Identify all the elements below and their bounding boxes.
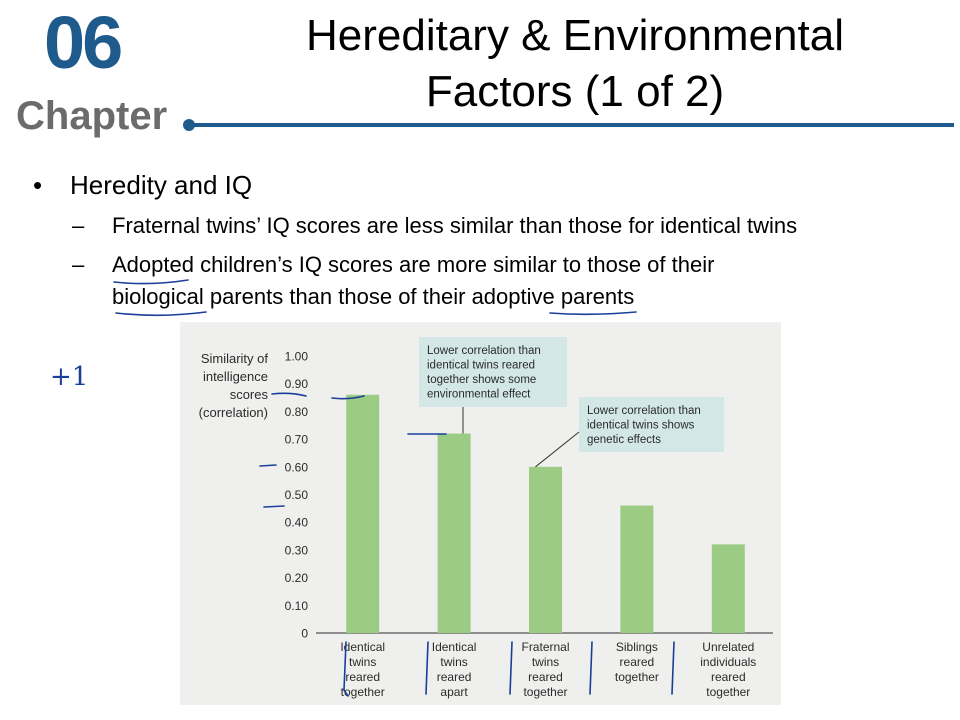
ink-bracket-1 <box>343 641 349 697</box>
ink-underline-adopted <box>113 279 189 285</box>
sub-bullet-1: Fraternal twins’ IQ scores are less simi… <box>112 213 798 238</box>
ink-underline-biological <box>115 311 207 317</box>
x-category-label: reared <box>528 670 563 684</box>
x-category-label: reared <box>620 655 655 669</box>
bar <box>437 433 471 633</box>
sub-bullet-2-line1: Adopted children’s IQ scores are more si… <box>112 252 715 277</box>
annotation-text: Lower correlation than <box>427 345 541 357</box>
x-category-label: twins <box>532 655 559 669</box>
x-category-label: apart <box>440 685 468 699</box>
y-tick-label: 1.00 <box>285 350 309 364</box>
ink-mark-086 <box>331 395 365 400</box>
ink-mark-050 <box>263 505 285 508</box>
bar <box>620 505 654 633</box>
bullet-marker: • <box>33 170 43 200</box>
chapter-number: 06 <box>44 1 123 84</box>
bar <box>529 466 562 633</box>
y-axis-title-line: Similarity of <box>201 351 269 366</box>
annotation-text: together shows some <box>427 374 536 386</box>
bullet-list: • Heredity and IQ – Fraternal twins’ IQ … <box>0 0 960 320</box>
header-divider-dot <box>183 119 195 131</box>
x-category-label: Unrelated <box>702 640 754 654</box>
x-category-label: twins <box>349 655 376 669</box>
y-tick-label: 0.60 <box>285 460 309 474</box>
header-divider <box>190 123 954 127</box>
y-tick-label: 0.90 <box>285 377 309 391</box>
annotation-box <box>579 397 724 452</box>
x-category-label: together <box>615 670 659 684</box>
x-category-label: reared <box>437 670 472 684</box>
x-category-label: together <box>523 685 567 699</box>
ink-mark-090 <box>271 392 307 397</box>
y-axis-title-line: intelligence <box>203 369 268 384</box>
slide-title: Hereditary & Environmental Factors (1 of… <box>250 8 900 120</box>
slide-title-line1: Hereditary & Environmental <box>305 11 844 60</box>
x-category-label: Identical <box>340 640 385 654</box>
x-category-label: together <box>341 685 385 699</box>
annotation-box <box>419 337 567 407</box>
bullet-main: Heredity and IQ <box>70 170 253 200</box>
ink-plus-one: +1 <box>50 362 88 392</box>
annotation-text: Lower correlation than <box>587 405 701 417</box>
y-tick-label: 0.40 <box>285 516 309 530</box>
x-category-label: Identical <box>432 640 477 654</box>
x-category-label: reared <box>345 670 380 684</box>
ink-mark-060 <box>259 464 277 467</box>
x-category-label: twins <box>440 655 467 669</box>
y-tick-label: 0.80 <box>285 405 309 419</box>
x-category-label: individuals <box>700 655 756 669</box>
ink-bracket-2 <box>425 641 429 695</box>
ink-bracket-4 <box>589 641 593 695</box>
slide-title-line2: Factors (1 of 2) <box>425 67 725 116</box>
y-tick-label: 0.70 <box>285 433 309 447</box>
annotation-text: identical twins reared <box>427 360 535 372</box>
y-axis-title-line: scores <box>230 387 269 402</box>
annotation-leader <box>535 431 580 468</box>
x-category-label: together <box>706 685 750 699</box>
chapter-label: Chapter <box>16 94 168 138</box>
annotation-text: identical twins shows <box>587 420 695 432</box>
sub-bullet-2-line2: biological parents than those of their a… <box>112 284 635 309</box>
ink-bracket-3 <box>509 641 513 695</box>
annotation-text: genetic effects <box>587 434 661 446</box>
y-tick-label: 0.20 <box>285 571 309 585</box>
x-category-label: Fraternal <box>521 640 569 654</box>
y-tick-label: 0.30 <box>285 543 309 557</box>
annotation-text: environmental effect <box>427 389 531 401</box>
x-category-label: reared <box>711 670 746 684</box>
x-category-label: Siblings <box>616 640 658 654</box>
y-axis-title-line: (correlation) <box>199 405 268 420</box>
bar <box>346 394 380 633</box>
y-tick-label: 0.10 <box>285 599 309 613</box>
dash-marker: – <box>72 252 85 277</box>
dash-marker: – <box>72 213 85 238</box>
ink-underline-adoptive <box>549 311 637 316</box>
y-tick-label: 0.50 <box>285 488 309 502</box>
ink-bracket-5 <box>671 641 675 695</box>
bar <box>711 544 745 633</box>
y-tick-label: 0 <box>301 627 308 641</box>
